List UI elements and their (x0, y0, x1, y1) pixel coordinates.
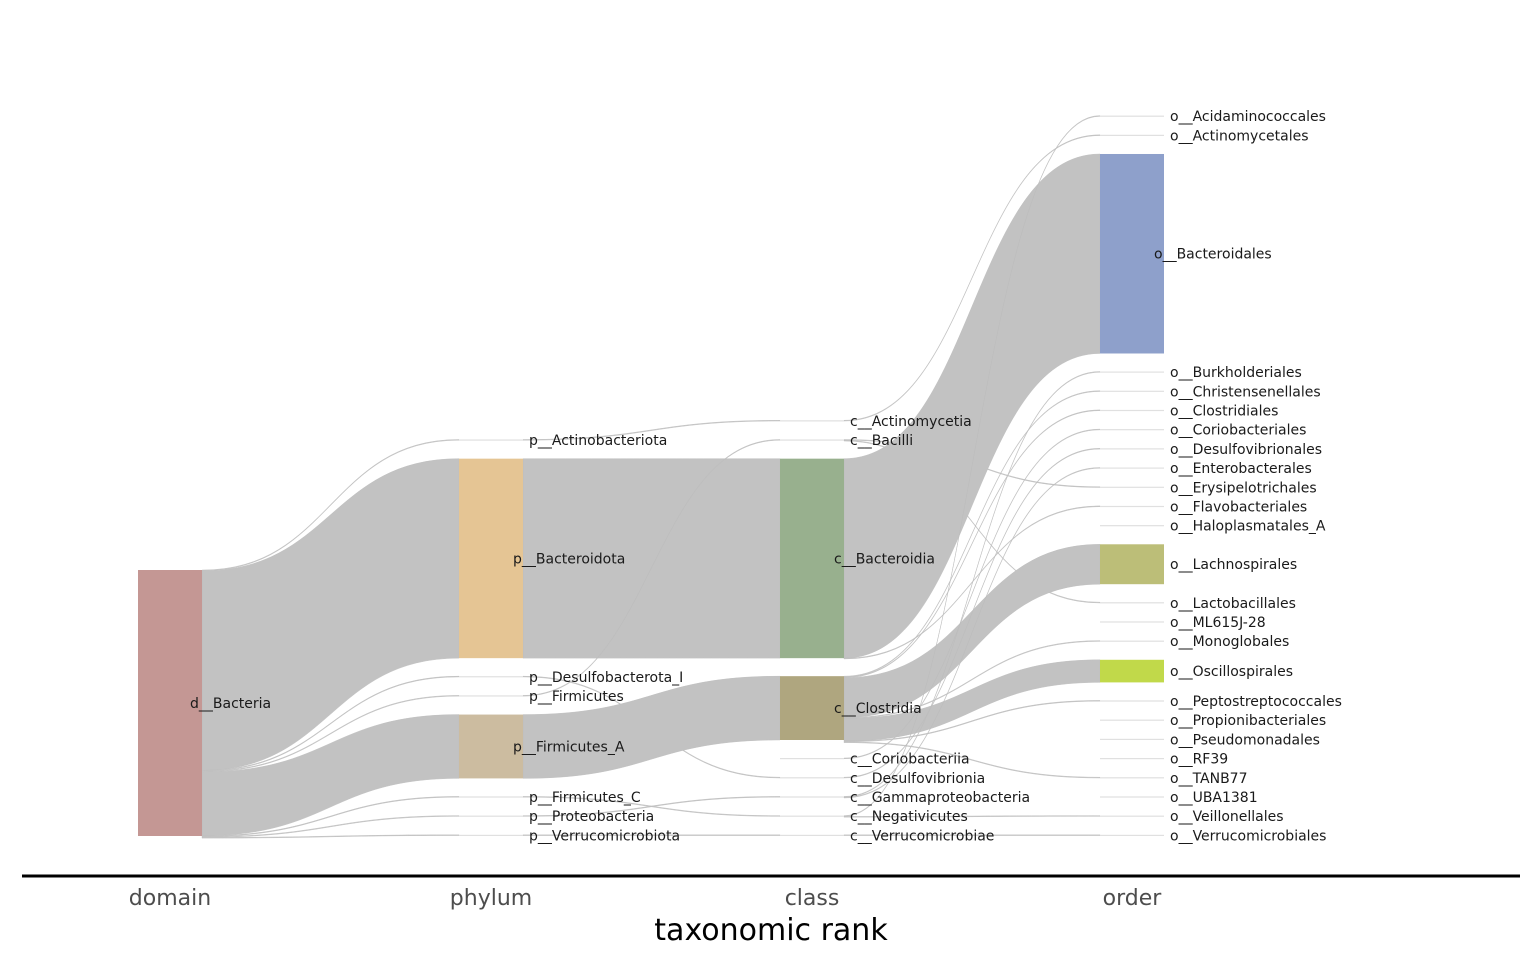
label-o__Veillonellales: o__Veillonellales (1170, 809, 1284, 825)
node-p__Desulfobacterota_I (459, 676, 523, 678)
node-o__Verrucomicrobiales (1100, 834, 1164, 836)
node-c__Bacilli (780, 439, 844, 441)
node-c__Clostridia (780, 676, 844, 740)
label-p__Verrucomicrobiota: p__Verrucomicrobiota (529, 828, 680, 844)
label-o__Bacteroidales: o__Bacteroidales (1154, 247, 1272, 263)
node-o__Oscillospirales (1100, 659, 1164, 683)
label-o__Clostridiales: o__Clostridiales (1170, 403, 1278, 419)
node-o__Erysipelotrichales (1100, 486, 1164, 488)
labels-layer: d__Bacteria p__Actinobacteriota p__Bactero… (190, 109, 1342, 844)
label-p__Firmicutes_C: p__Firmicutes_C (529, 790, 641, 806)
label-o__Burkholderiales: o__Burkholderiales (1170, 365, 1302, 381)
node-o__Acidaminococcales (1100, 115, 1164, 117)
node-o__Burkholderiales (1100, 371, 1164, 373)
node-o__Flavobacteriales (1100, 505, 1164, 508)
label-c__Negativicutes: c__Negativicutes (850, 809, 968, 825)
node-p__Firmicutes_C (459, 796, 523, 798)
nodes-layer (138, 115, 1164, 836)
label-p__Firmicutes_A: p__Firmicutes_A (513, 739, 625, 755)
label-o__Enterobacterales: o__Enterobacterales (1170, 461, 1312, 477)
node-o__Enterobacterales (1100, 467, 1164, 469)
label-p__Desulfobacterota_I: p__Desulfobacterota_I (529, 670, 683, 686)
node-o__ML615J-28 (1100, 621, 1164, 623)
node-o__TANB77 (1100, 777, 1164, 779)
label-o__Haloplasmatales_A: o__Haloplasmatales_A (1170, 519, 1326, 535)
label-o__UBA1381: o__UBA1381 (1170, 790, 1258, 806)
label-o__Monoglobales: o__Monoglobales (1170, 634, 1289, 650)
node-o__Monoglobales (1100, 640, 1164, 642)
label-o__Desulfovibrionales: o__Desulfovibrionales (1170, 442, 1322, 458)
node-c__Desulfovibrionia (780, 777, 844, 779)
node-c__Verrucomicrobiae (780, 834, 844, 836)
node-c__Gammaproteobacteria (780, 796, 844, 798)
label-o__ML615J-28: o__ML615J-28 (1170, 615, 1266, 631)
rank-label-phylum: phylum (450, 886, 532, 911)
node-o__Pseudomonadales (1100, 738, 1164, 740)
node-c__Actinomycetia (780, 420, 844, 422)
label-o__TANB77: o__TANB77 (1170, 771, 1248, 787)
node-o__Peptostreptococcales (1100, 700, 1164, 702)
node-p__Proteobacteria (459, 815, 523, 817)
label-c__Bacilli: c__Bacilli (850, 433, 913, 449)
link-c__Clostridia-to-o__Oscillospirales (843, 659, 1101, 742)
label-p__Firmicutes: p__Firmicutes (529, 689, 624, 705)
node-p__Actinobacteriota (459, 439, 523, 441)
node-d__Bacteria (138, 570, 202, 836)
label-c__Gammaproteobacteria: c__Gammaproteobacteria (850, 790, 1030, 806)
label-c__Bacteroidia: c__Bacteroidia (834, 551, 935, 567)
node-o__Coriobacteriales (1100, 429, 1164, 431)
label-c__Actinomycetia: c__Actinomycetia (850, 414, 972, 430)
label-o__RF39: o__RF39 (1170, 752, 1228, 768)
node-o__Veillonellales (1100, 815, 1164, 817)
node-c__Bacteroidia (780, 458, 844, 659)
node-o__Actinomycetales (1100, 134, 1164, 136)
label-o__Christensenellales: o__Christensenellales (1170, 384, 1321, 400)
links-layer (201, 115, 1101, 839)
node-o__Desulfovibrionales (1100, 448, 1164, 450)
label-p__Actinobacteriota: p__Actinobacteriota (529, 433, 667, 449)
label-p__Proteobacteria: p__Proteobacteria (529, 809, 654, 825)
label-c__Desulfovibrionia: c__Desulfovibrionia (850, 771, 985, 787)
label-c__Coriobacteriia: c__Coriobacteriia (850, 752, 970, 768)
node-o__Lachnospirales (1100, 544, 1164, 585)
label-p__Bacteroidota: p__Bacteroidota (513, 551, 625, 567)
node-o__Bacteroidales (1100, 153, 1164, 354)
node-o__Propionibacteriales (1100, 719, 1164, 721)
node-p__Firmicutes_A (459, 714, 523, 779)
label-c__Clostridia: c__Clostridia (834, 701, 922, 717)
label-o__Propionibacteriales: o__Propionibacteriales (1170, 713, 1326, 729)
label-o__Peptostreptococcales: o__Peptostreptococcales (1170, 694, 1342, 710)
label-d__Bacteria: d__Bacteria (190, 696, 271, 712)
label-o__Lactobacillales: o__Lactobacillales (1170, 596, 1296, 612)
node-p__Verrucomicrobiota (459, 834, 523, 836)
node-o__Christensenellales (1100, 390, 1164, 392)
label-o__Actinomycetales: o__Actinomycetales (1170, 128, 1309, 144)
rank-labels: domain phylum class order (129, 886, 1162, 911)
node-o__Clostridiales (1100, 409, 1164, 412)
rank-label-domain: domain (129, 886, 211, 911)
node-p__Bacteroidota (459, 458, 523, 659)
label-o__Oscillospirales: o__Oscillospirales (1170, 664, 1293, 680)
label-o__Pseudomonadales: o__Pseudomonadales (1170, 732, 1320, 748)
node-c__Negativicutes (780, 815, 844, 817)
node-c__Coriobacteriia (780, 758, 844, 760)
label-c__Verrucomicrobiae: c__Verrucomicrobiae (850, 828, 994, 844)
node-o__RF39 (1100, 758, 1164, 760)
rank-label-class: class (785, 886, 840, 911)
node-o__Haloplasmatales_A (1100, 525, 1164, 527)
node-o__Lactobacillales (1100, 602, 1164, 604)
rank-label-order: order (1103, 886, 1163, 911)
label-o__Acidaminococcales: o__Acidaminococcales (1170, 109, 1326, 125)
label-o__Verrucomicrobiales: o__Verrucomicrobiales (1170, 828, 1326, 844)
node-o__UBA1381 (1100, 796, 1164, 798)
label-o__Erysipelotrichales: o__Erysipelotrichales (1170, 480, 1317, 496)
label-o__Flavobacteriales: o__Flavobacteriales (1170, 499, 1307, 515)
label-o__Lachnospirales: o__Lachnospirales (1170, 557, 1297, 573)
node-p__Firmicutes (459, 695, 523, 697)
x-axis-title: taxonomic rank (654, 913, 888, 948)
label-o__Coriobacteriales: o__Coriobacteriales (1170, 423, 1306, 439)
